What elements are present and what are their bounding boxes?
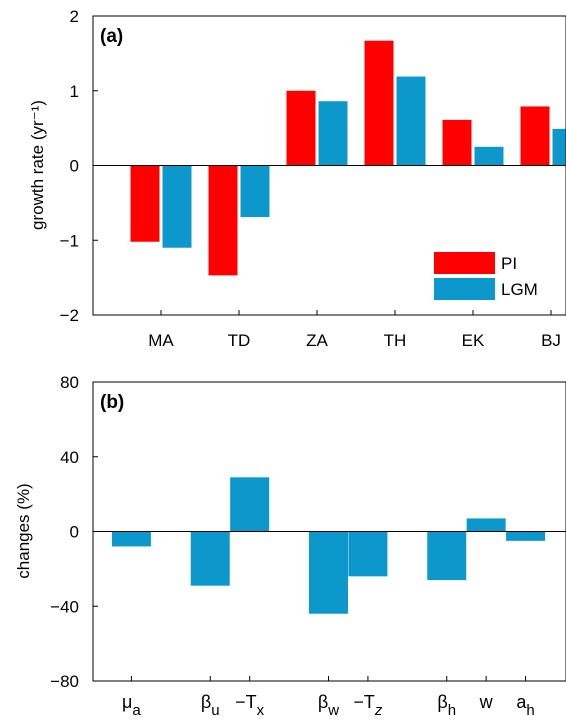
bar-a-lgm-za — [318, 101, 348, 166]
bar-b-a-h — [506, 531, 546, 541]
x-tick-label-b-a-h: ah — [516, 692, 534, 719]
bar-b-minus-t-z — [348, 531, 388, 577]
y-tick-label-b-2: 0 — [70, 523, 79, 542]
y-tick-label-a-2: 0 — [70, 157, 79, 176]
x-tick-label-b-mu-a: μa — [122, 692, 141, 719]
y-tick-label-b-4: −80 — [50, 672, 79, 691]
panel-b-bars — [111, 477, 546, 614]
bar-a-lgm-th — [396, 76, 426, 166]
y-tick-label-a-4: −2 — [60, 306, 79, 325]
bar-a-lgm-td — [240, 165, 270, 218]
x-tick-label-a-th: TH — [384, 331, 407, 350]
x-tick-label-b-minus-t-z: −Tz — [353, 692, 383, 719]
panel-a-legend: PI LGM — [434, 252, 538, 300]
bar-a-pi-th — [364, 40, 394, 166]
panel-b-x-ticks: μa βu −Tx βw −Tz βh w ah — [122, 676, 535, 719]
y-tick-label-b-1: 40 — [60, 448, 79, 467]
bar-a-pi-za — [286, 90, 316, 166]
legend-swatch-lgm — [434, 278, 495, 300]
bar-b-minus-t-x — [230, 477, 270, 532]
bar-b-beta-w — [309, 531, 348, 614]
bar-a-lgm-ma — [162, 165, 192, 248]
y-tick-label-a-3: −1 — [60, 231, 79, 250]
legend-label-pi: PI — [501, 254, 517, 273]
bar-b-w — [466, 518, 506, 532]
panel-a-bars — [130, 40, 566, 276]
bar-a-lgm-ek — [474, 146, 504, 166]
panel-a-label: (a) — [100, 26, 123, 47]
panel-b-label: (b) — [100, 392, 124, 413]
legend-swatch-pi — [434, 252, 495, 274]
panel-a-y-ticks: 2 1 0 −1 −2 — [60, 7, 98, 325]
x-tick-label-b-beta-w: βw — [318, 692, 339, 719]
y-tick-label-b-3: −40 — [50, 597, 79, 616]
panel-b-y-ticks: 80 40 0 −40 −80 — [50, 373, 98, 691]
x-tick-label-a-za: ZA — [306, 331, 328, 350]
panel-a-x-ticks: MA TD ZA TH EK BJ — [148, 310, 561, 350]
x-tick-label-b-w: w — [479, 692, 494, 712]
bar-a-pi-ek — [442, 119, 472, 166]
bar-a-pi-bj — [520, 106, 550, 166]
bar-a-pi-td — [208, 165, 238, 276]
y-tick-label-a-0: 2 — [70, 7, 79, 26]
bar-b-mu-a — [111, 531, 151, 547]
panel-b-y-axis-label: changes (%) — [14, 483, 33, 578]
x-tick-label-b-beta-h: βh — [437, 692, 456, 719]
panel-a-y-axis-label: growth rate (yr⁻¹) — [28, 100, 47, 230]
y-tick-label-a-1: 1 — [70, 82, 79, 101]
x-tick-label-b-minus-t-x: −Tx — [235, 692, 265, 719]
bar-a-pi-ma — [130, 165, 160, 242]
bar-b-beta-h — [427, 531, 467, 581]
x-tick-label-a-bj: BJ — [541, 331, 561, 350]
x-tick-label-b-beta-u: βu — [201, 692, 220, 719]
legend-label-lgm: LGM — [501, 280, 538, 299]
panel-a-growth-rate-chart: 2 1 0 −1 −2 MA TD ZA TH EK BJ (a) growth rate (yr… — [28, 7, 566, 350]
bar-b-beta-u — [190, 531, 230, 586]
x-tick-label-a-ek: EK — [462, 331, 485, 350]
y-tick-label-b-0: 80 — [60, 373, 79, 392]
x-tick-label-a-ma: MA — [148, 331, 174, 350]
panel-b-changes-chart: 80 40 0 −40 −80 μa βu −Tx βw −Tz βh w ah (b) change… — [14, 373, 566, 719]
bar-a-lgm-bj — [552, 128, 566, 166]
x-tick-label-a-td: TD — [228, 331, 251, 350]
